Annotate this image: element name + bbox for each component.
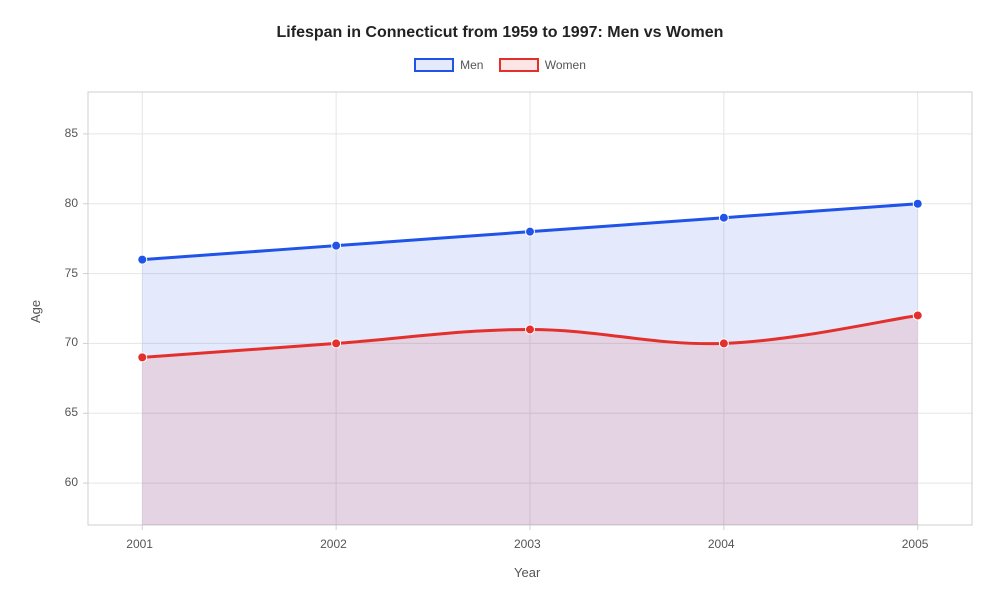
y-tick-label: 75 <box>65 266 78 280</box>
series-marker-men[interactable] <box>332 241 341 250</box>
series-marker-women[interactable] <box>913 311 922 320</box>
x-tick-label: 2002 <box>320 537 347 551</box>
y-tick-label: 65 <box>65 405 78 419</box>
series-marker-men[interactable] <box>719 213 728 222</box>
series-marker-women[interactable] <box>719 339 728 348</box>
series-marker-men[interactable] <box>138 255 147 264</box>
chart-container: Lifespan in Connecticut from 1959 to 199… <box>0 0 1000 600</box>
series-marker-women[interactable] <box>526 325 535 334</box>
x-tick-label: 2003 <box>514 537 541 551</box>
y-tick-label: 85 <box>65 126 78 140</box>
y-tick-label: 70 <box>65 335 78 349</box>
y-tick-label: 60 <box>65 475 78 489</box>
x-tick-label: 2001 <box>126 537 153 551</box>
series-marker-women[interactable] <box>332 339 341 348</box>
x-tick-label: 2004 <box>708 537 735 551</box>
series-marker-men[interactable] <box>913 199 922 208</box>
chart-svg <box>0 0 1000 600</box>
y-tick-label: 80 <box>65 196 78 210</box>
x-tick-label: 2005 <box>902 537 929 551</box>
series-marker-men[interactable] <box>526 227 535 236</box>
series-marker-women[interactable] <box>138 353 147 362</box>
